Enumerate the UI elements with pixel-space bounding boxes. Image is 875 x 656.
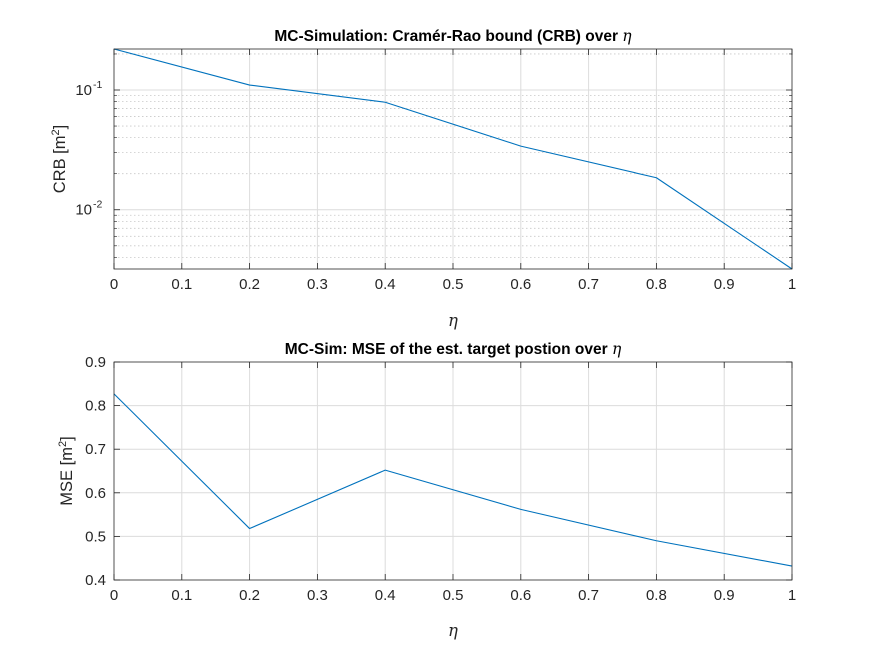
crb-y-tick-label: 10 <box>75 202 92 219</box>
crb-y-tick-base: 10 <box>75 82 92 99</box>
mse-y-tick-label: 0.4 <box>85 572 106 589</box>
crb-ticks: 0 0.1 0.2 0.3 0.4 0.5 0.6 0.7 0.8 0.9 110-110-2 <box>75 49 796 293</box>
mse-y-label-text: MSE [m <box>58 447 76 506</box>
crb-x-tick-label: 0.1 <box>171 276 192 293</box>
crb-x-tick-label: 0 <box>110 276 118 293</box>
mse-x-tick-label: 0.8 <box>646 587 667 604</box>
crb-y-label: CRB [m2] <box>50 125 69 193</box>
crb-x-tick-label: 0.2 <box>239 276 260 293</box>
crb-title-symbol: η <box>622 27 632 45</box>
mse-x-tick-label: 0.1 <box>171 587 192 604</box>
crb-x-tick-label: 0.9 <box>714 276 735 293</box>
crb-x-tick-label: 0.5 <box>443 276 464 293</box>
mse-x-tick-label: 0.5 <box>443 587 464 604</box>
crb-y-label-text: CRB [m <box>51 135 69 193</box>
crb-series <box>113 48 793 270</box>
mse-y-tick-label: 0.8 <box>85 398 106 415</box>
crb-y-label-sup: 2 <box>50 129 62 135</box>
mse-y-tick-label: 0.9 <box>85 354 106 371</box>
crb-series-line <box>113 48 793 270</box>
mse-subplot: 0 0.1 0.2 0.3 0.4 0.5 0.6 0.7 0.8 0.9 1 0.4 0.5 0.6 0.… <box>57 340 796 640</box>
mse-title-symbol: η <box>612 340 622 358</box>
mse-y-tick-label: 0.7 <box>85 441 106 458</box>
mse-x-tick-label: 0.6 <box>510 587 531 604</box>
mse-x-tick-label: 0.3 <box>307 587 328 604</box>
crb-grid <box>114 49 792 269</box>
crb-y-tick-exponent: -2 <box>93 199 102 211</box>
mse-x-label: η <box>448 621 458 640</box>
mse-x-tick-label: 0.9 <box>714 587 735 604</box>
mse-y-label-sup: 2 <box>57 441 69 447</box>
mse-title: MC-Sim: MSE of the est. target postion o… <box>285 340 622 358</box>
crb-title-text: MC-Simulation: Cramér-Rao bound (CRB) ov… <box>274 28 618 45</box>
mse-x-tick-label: 0.2 <box>239 587 260 604</box>
crb-y-tick-label: 10 <box>75 82 92 99</box>
mse-y-tick-label: 0.6 <box>85 485 106 502</box>
mse-x-tick-label: 0 <box>110 587 118 604</box>
mse-x-tick-label: 1 <box>788 587 796 604</box>
mse-series <box>113 393 793 567</box>
mse-grid <box>114 362 792 580</box>
mse-x-tick-label: 0.7 <box>578 587 599 604</box>
crb-x-label: η <box>448 311 458 330</box>
crb-x-tick-label: 0.8 <box>646 276 667 293</box>
crb-subplot: 0 0.1 0.2 0.3 0.4 0.5 0.6 0.7 0.8 0.9 110-110-2 MC… <box>50 27 796 330</box>
crb-y-tick-base: 10 <box>75 202 92 219</box>
mse-y-tick-label: 0.5 <box>85 528 106 545</box>
crb-x-tick-label: 0.4 <box>375 276 396 293</box>
crb-title: MC-Simulation: Cramér-Rao bound (CRB) ov… <box>274 27 632 45</box>
mse-x-tick-label: 0.4 <box>375 587 396 604</box>
mse-y-label-end: ] <box>58 436 76 441</box>
crb-x-tick-label: 1 <box>788 276 796 293</box>
mse-y-label: MSE [m2] <box>57 436 76 505</box>
mse-series-line <box>113 393 793 567</box>
crb-x-tick-label: 0.3 <box>307 276 328 293</box>
crb-y-tick-exponent: -1 <box>93 79 102 91</box>
crb-y-label-end: ] <box>51 125 69 130</box>
crb-x-tick-label: 0.7 <box>578 276 599 293</box>
crb-x-tick-label: 0.6 <box>510 276 531 293</box>
mse-title-text: MC-Sim: MSE of the est. target postion o… <box>285 341 608 358</box>
mse-ticks: 0 0.1 0.2 0.3 0.4 0.5 0.6 0.7 0.8 0.9 1 0.4 0.5 0.6 0.… <box>85 354 796 604</box>
